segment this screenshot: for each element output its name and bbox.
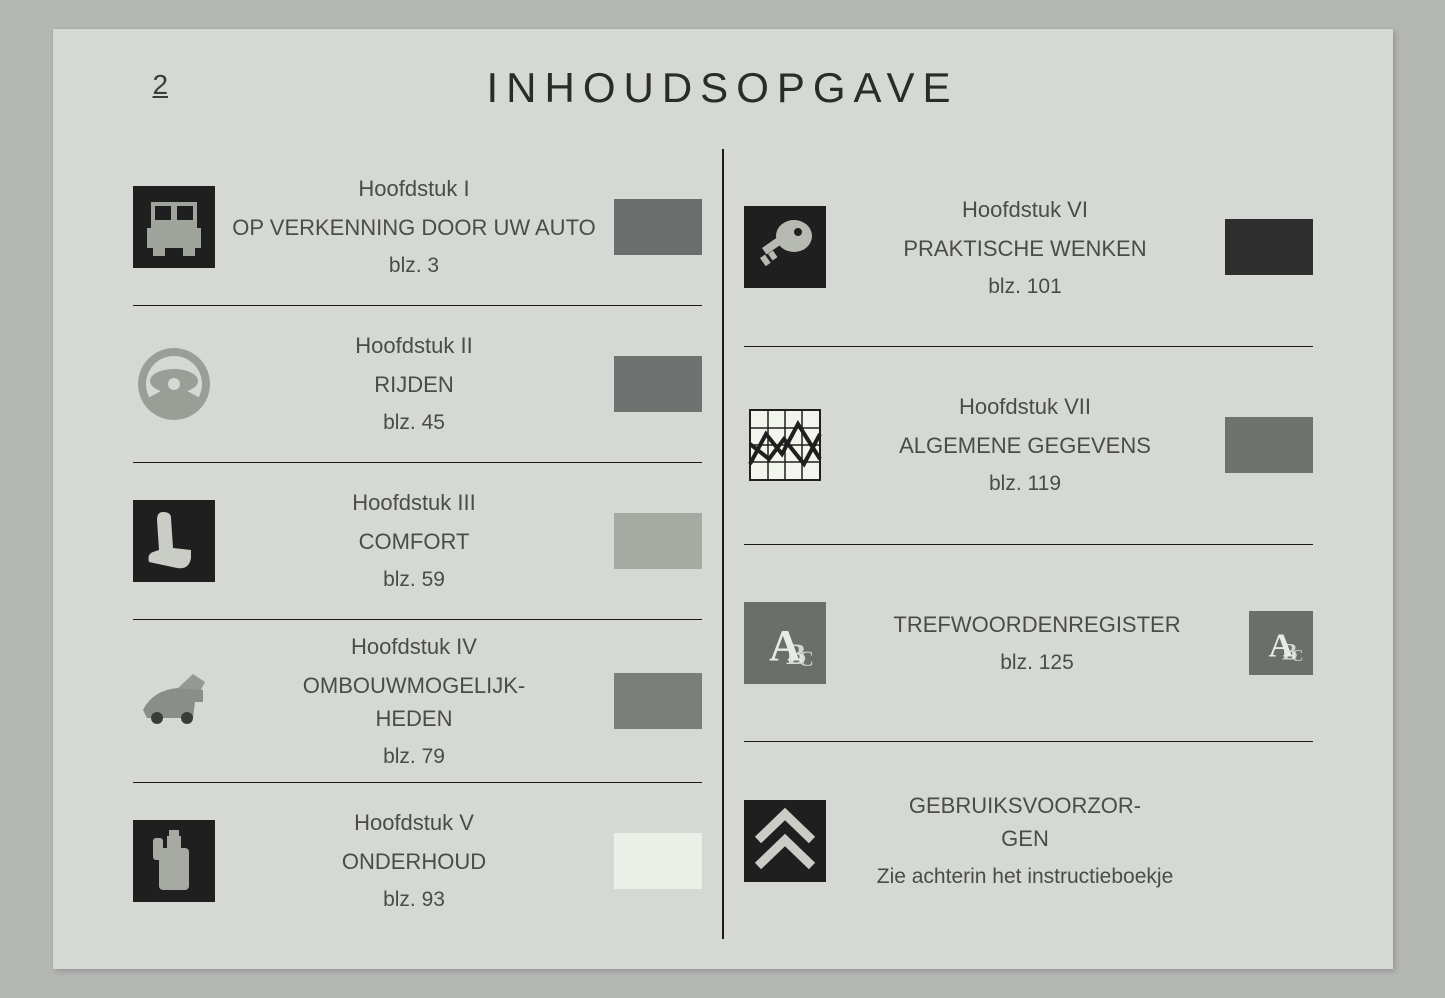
entry-text: Hoofdstuk I OP VERKENNING DOOR UW AUTO blz… [230, 172, 599, 282]
chapter-name: RIJDEN [230, 368, 599, 401]
toc-entry: Hoofdstuk IV OMBOUWMOGELIJK-HEDEN blz. 79 [133, 620, 702, 784]
page-reference: blz. 59 [230, 564, 599, 596]
steering-wheel-icon [133, 343, 215, 425]
page-reference: Zie achterin het instructieboekje [841, 861, 1210, 893]
toc-entry: Hoofdstuk VI PRAKTISCHE WENKEN blz. 101 [744, 149, 1313, 347]
entry-text: Hoofdstuk VII ALGEMENE GEGEVENS blz. 119 [841, 390, 1210, 500]
right-column: Hoofdstuk VI PRAKTISCHE WENKEN blz. 101 Ho… [722, 149, 1313, 939]
chapter-name: ONDERHOUD [230, 845, 599, 878]
color-swatch [1225, 219, 1313, 275]
svg-text:C: C [1291, 646, 1303, 665]
page: 2 INHOUDSOPGAVE Hoofdstuk IOP VERKENNING… [53, 29, 1393, 969]
page-reference: blz. 3 [230, 250, 599, 282]
chapter-label: Hoofdstuk III [230, 486, 599, 519]
color-swatch [614, 199, 702, 255]
svg-text:C: C [798, 646, 814, 671]
chapter-name: OP VERKENNING DOOR UW AUTO [230, 211, 599, 244]
page-reference: blz. 45 [230, 407, 599, 439]
chapter-name: GEBRUIKSVOORZOR-GEN [841, 789, 1210, 855]
page-title: INHOUDSOPGAVE [53, 64, 1393, 112]
color-swatch [614, 356, 702, 412]
chapter-label: Hoofdstuk I [230, 172, 599, 205]
entry-text: Hoofdstuk IV OMBOUWMOGELIJK-HEDEN blz. 79 [230, 630, 599, 773]
toc-entry: Hoofdstuk II RIJDEN blz. 45 [133, 306, 702, 463]
entry-text: Hoofdstuk III COMFORT blz. 59 [230, 486, 599, 596]
car-front-icon [133, 186, 215, 268]
chapter-name: PRAKTISCHE WENKEN [841, 232, 1210, 265]
entry-text: Hoofdstuk V ONDERHOUD blz. 93 [230, 806, 599, 916]
page-reference: blz. 79 [230, 741, 599, 773]
page-reference: blz. 125 [841, 647, 1234, 679]
toc-entry: A B C TREFWOORDENREGISTER blz. 125 A B C [744, 545, 1313, 743]
page-reference: blz. 93 [230, 884, 599, 916]
toc-columns: Hoofdstuk I OP VERKENNING DOOR UW AUTO blz… [133, 149, 1313, 939]
chapter-label: Hoofdstuk VI [841, 193, 1210, 226]
abc-icon: A B C [1249, 611, 1313, 675]
chapter-name: OMBOUWMOGELIJK-HEDEN [230, 669, 599, 735]
chapter-name: ALGEMENE GEGEVENS [841, 429, 1210, 462]
color-swatch [614, 673, 702, 729]
key-icon [744, 206, 826, 288]
color-swatch [614, 833, 702, 889]
color-swatch [614, 513, 702, 569]
chevrons-icon [744, 800, 826, 882]
chapter-name: TREFWOORDENREGISTER [841, 608, 1234, 641]
chapter-label: Hoofdstuk V [230, 806, 599, 839]
graph-icon [744, 404, 826, 486]
oil-can-icon [133, 820, 215, 902]
seat-icon [133, 500, 215, 582]
toc-entry: Hoofdstuk V ONDERHOUD blz. 93 [133, 783, 702, 939]
chapter-name: COMFORT [230, 525, 599, 558]
color-swatch [1225, 417, 1313, 473]
entry-text: GEBRUIKSVOORZOR-GEN Zie achterin het inst… [841, 789, 1210, 893]
entry-text: Hoofdstuk II RIJDEN blz. 45 [230, 329, 599, 439]
chapter-label: Hoofdstuk II [230, 329, 599, 362]
trunk-icon [133, 660, 215, 742]
entry-text: TREFWOORDENREGISTER blz. 125 [841, 608, 1234, 679]
toc-entry: Hoofdstuk VII ALGEMENE GEGEVENS blz. 119 [744, 347, 1313, 545]
page-reference: blz. 119 [841, 468, 1210, 500]
toc-entry: GEBRUIKSVOORZOR-GEN Zie achterin het inst… [744, 742, 1313, 939]
toc-entry: Hoofdstuk III COMFORT blz. 59 [133, 463, 702, 620]
abc-icon: A B C [744, 602, 826, 684]
page-reference: blz. 101 [841, 271, 1210, 303]
left-column: Hoofdstuk I OP VERKENNING DOOR UW AUTO blz… [133, 149, 722, 939]
entry-text: Hoofdstuk VI PRAKTISCHE WENKEN blz. 101 [841, 193, 1210, 303]
toc-entry: Hoofdstuk I OP VERKENNING DOOR UW AUTO blz… [133, 149, 702, 306]
chapter-label: Hoofdstuk VII [841, 390, 1210, 423]
chapter-label: Hoofdstuk IV [230, 630, 599, 663]
